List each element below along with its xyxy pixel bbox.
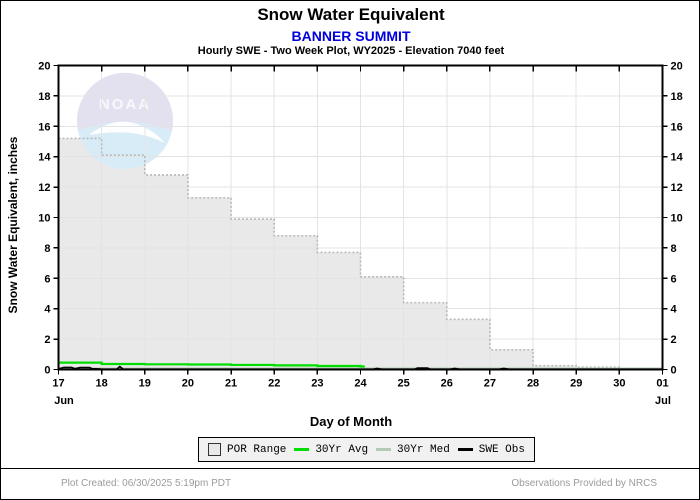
legend-item-por-range: POR Range [208,443,286,456]
obs-line-swatch [457,448,473,451]
y-tick-label-left: 0 [44,365,50,377]
month-end-label: Jul [655,395,671,407]
x-tick-label: 25 [398,378,410,390]
med-line-swatch [376,448,392,451]
legend-label: 30Yr Med [397,443,450,456]
station-name: BANNER SUMMIT [291,28,411,44]
noaa-logo-top [76,72,173,131]
legend-label: POR Range [227,443,287,456]
x-tick-label: 23 [311,378,323,390]
x-tick-label: 18 [96,378,108,390]
x-tick-label: 30 [613,378,625,390]
y-tick-label-right: 2 [671,334,677,346]
y-tick-label-left: 4 [44,304,51,316]
avg-30yr-line [58,361,365,368]
x-axis-label: Day of Month [309,414,393,429]
x-tick-label: 24 [354,378,367,390]
plot-subtitle: Hourly SWE - Two Week Plot, WY2025 - Ele… [197,45,505,57]
chart-legend: POR Range 30Yr Avg 30Yr Med SWE Obs [198,437,535,462]
x-tick-label: 21 [225,378,237,390]
x-tick-label: 27 [484,378,496,390]
por-range-swatch [208,443,221,456]
y-tick-label-left: 14 [38,152,51,164]
noaa-watermark-text: NOAA [99,96,151,113]
legend-label: SWE Obs [478,443,525,456]
legend-item-30yr-avg: 30Yr Avg [294,444,368,456]
y-tick-label-right: 18 [671,91,683,103]
plot-created-timestamp: Plot Created: 06/30/2025 5:19pm PDT [61,478,232,489]
observations-credit: Observations Provided by NRCS [511,478,657,489]
x-tick-label: 28 [527,378,539,390]
y-tick-label-left: 16 [38,121,50,133]
y-tick-label-right: 14 [671,152,684,164]
x-tick-label: 20 [182,378,194,390]
noaa-bird-icon [89,121,165,143]
avg-line-swatch [294,448,310,451]
y-tick-label-left: 12 [38,182,50,194]
legend-label: 30Yr Avg [315,443,369,456]
por-range-outline [58,137,663,370]
y-tick-label-right: 8 [671,243,677,255]
y-tick-label-right: 0 [671,365,677,377]
y-tick-label-left: 10 [38,213,50,225]
y-tick-label-left: 8 [44,243,50,255]
x-tick-label: 26 [441,378,453,390]
y-tick-label-right: 20 [671,61,683,73]
y-tick-label-left: 20 [38,61,50,73]
legend-item-30yr-med: 30Yr Med [376,444,450,456]
x-tick-label: 01 [656,378,668,390]
x-tick-label: 22 [268,378,280,390]
y-tick-label-left: 6 [44,273,50,285]
legend-item-swe-obs: SWE Obs [457,443,525,456]
month-start-label: Jun [54,395,74,407]
y-tick-label-left: 2 [44,334,50,346]
y-tick-label-right: 6 [671,273,677,285]
y-tick-label-left: 18 [38,91,50,103]
y-tick-label-right: 4 [671,304,678,316]
page-title: Snow Water Equivalent [257,5,445,24]
x-tick-label: 17 [52,378,64,390]
x-tick-label: 29 [570,378,582,390]
footer-bar: Plot Created: 06/30/2025 5:19pm PDT Obse… [1,468,699,499]
x-tick-label: 19 [139,378,151,390]
y-tick-label-right: 16 [671,121,683,133]
y-tick-label-right: 12 [671,182,683,194]
y-tick-label-right: 10 [671,213,683,225]
